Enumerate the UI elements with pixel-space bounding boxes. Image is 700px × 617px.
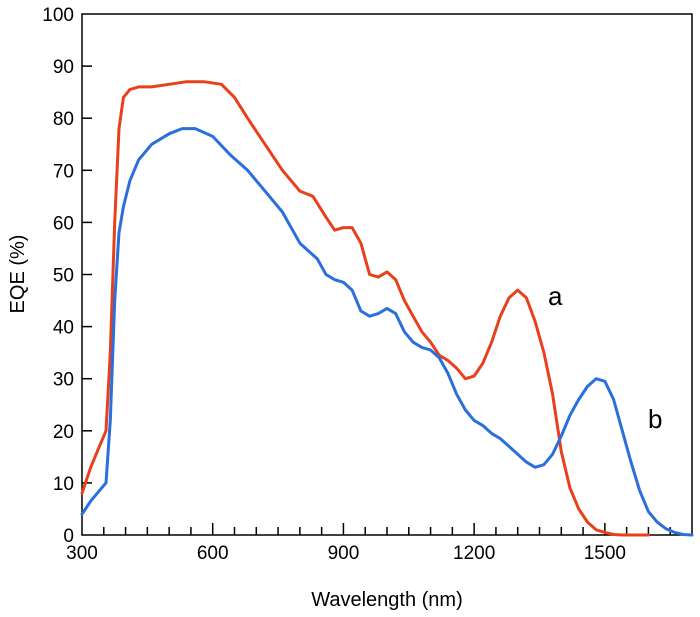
y-tick-label: 40 (53, 318, 74, 339)
y-tick-label: 60 (53, 213, 74, 234)
series-label-b: b (648, 404, 662, 434)
x-tick-label: 300 (66, 543, 98, 564)
y-tick-label: 30 (53, 370, 74, 391)
series-line-a (80, 80, 650, 537)
series-line-b (80, 127, 694, 537)
y-tick-label: 70 (53, 161, 74, 182)
y-tick-label: 10 (53, 474, 74, 495)
y-tick-label: 0 (63, 526, 74, 547)
y-axis-label: EQE (%) (7, 235, 29, 314)
axis-ticks (82, 65, 671, 535)
x-axis-label: Wavelength (nm) (311, 589, 463, 611)
series-lines (80, 80, 694, 537)
y-tick-label: 100 (42, 5, 74, 26)
y-tick-label: 90 (53, 57, 74, 78)
y-tick-label: 20 (53, 422, 74, 443)
x-tick-label: 1500 (584, 543, 626, 564)
x-tick-label: 600 (197, 543, 229, 564)
y-tick-label: 80 (53, 109, 74, 130)
x-tick-label: 1200 (453, 543, 495, 564)
series-label-a: a (548, 281, 563, 311)
axis-tick-labels: 300 600 900 1200 1500 0 10 20 30 40 50 60 70 80 90 100 (42, 5, 626, 564)
y-tick-label: 50 (53, 266, 74, 287)
x-tick-label: 900 (328, 543, 360, 564)
plot-frame (81, 13, 693, 536)
